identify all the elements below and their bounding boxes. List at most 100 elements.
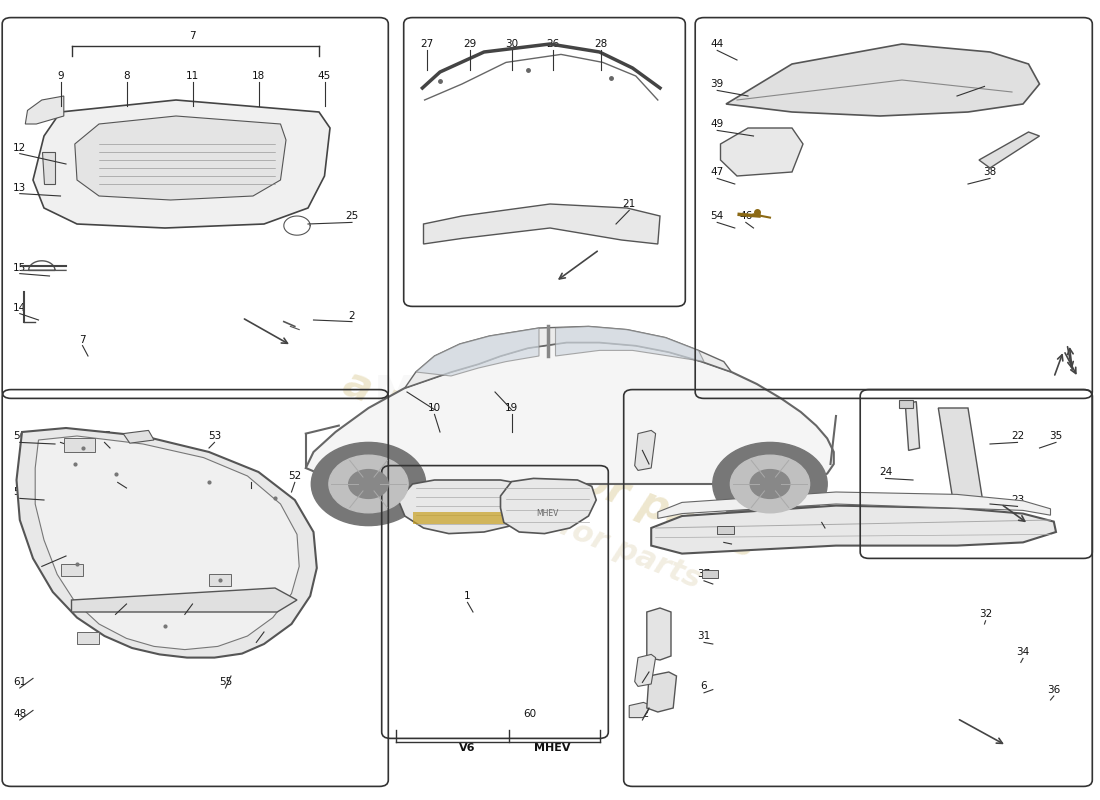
Text: 56: 56 — [13, 431, 26, 441]
Text: 7: 7 — [79, 335, 86, 345]
Circle shape — [349, 470, 388, 498]
Text: 61: 61 — [13, 677, 26, 686]
Text: a passion for parts: a passion for parts — [338, 362, 762, 566]
Text: 7: 7 — [189, 31, 196, 41]
Text: 9: 9 — [57, 71, 64, 81]
Text: 43: 43 — [178, 603, 191, 613]
Text: 25: 25 — [345, 211, 359, 221]
Text: 54: 54 — [711, 211, 724, 221]
Bar — [209, 574, 231, 586]
Polygon shape — [635, 654, 656, 686]
Polygon shape — [938, 408, 984, 512]
Text: 45: 45 — [318, 71, 331, 81]
Polygon shape — [35, 436, 299, 650]
Text: 60: 60 — [524, 709, 537, 718]
Text: 48: 48 — [13, 709, 26, 718]
Text: 12: 12 — [13, 143, 26, 153]
Text: 55: 55 — [98, 431, 111, 441]
Text: 49: 49 — [711, 119, 724, 129]
Bar — [412, 512, 517, 524]
Bar — [64, 438, 95, 452]
Text: 34: 34 — [1016, 647, 1030, 657]
Polygon shape — [424, 204, 660, 244]
Polygon shape — [500, 478, 596, 534]
Polygon shape — [405, 326, 732, 388]
Text: a passion for parts: a passion for parts — [395, 446, 705, 594]
Text: 5: 5 — [639, 439, 646, 449]
Text: 55: 55 — [219, 677, 232, 686]
Text: 52: 52 — [288, 471, 301, 481]
Polygon shape — [658, 492, 1050, 518]
Text: 22: 22 — [1011, 431, 1024, 441]
Text: 58: 58 — [35, 555, 48, 565]
Polygon shape — [651, 506, 1056, 554]
Text: 6: 6 — [701, 682, 707, 691]
Text: 46: 46 — [739, 211, 752, 221]
Bar — [717, 526, 734, 534]
Polygon shape — [635, 430, 656, 470]
Text: 30: 30 — [505, 39, 518, 49]
Polygon shape — [647, 672, 676, 712]
Text: 39: 39 — [711, 79, 724, 89]
Text: 51: 51 — [54, 431, 67, 441]
Text: 16: 16 — [791, 463, 804, 473]
Text: 18: 18 — [252, 71, 265, 81]
Text: 47: 47 — [711, 167, 724, 177]
Bar — [77, 632, 99, 644]
Text: 11: 11 — [186, 71, 199, 81]
Text: 2: 2 — [349, 311, 355, 321]
Polygon shape — [16, 428, 317, 658]
Text: 13: 13 — [13, 183, 26, 193]
Polygon shape — [416, 328, 539, 376]
Text: 33: 33 — [815, 511, 828, 521]
Text: 53: 53 — [208, 431, 221, 441]
Polygon shape — [905, 402, 920, 450]
Text: 23: 23 — [1011, 495, 1024, 505]
Text: 21: 21 — [623, 199, 636, 209]
Polygon shape — [398, 480, 534, 534]
Text: 26: 26 — [547, 39, 560, 49]
Text: 56: 56 — [244, 471, 257, 481]
Text: 57: 57 — [111, 471, 124, 481]
Bar — [702, 570, 718, 578]
Polygon shape — [979, 132, 1040, 168]
Text: 44: 44 — [711, 39, 724, 49]
Text: 29: 29 — [463, 39, 476, 49]
Polygon shape — [720, 128, 803, 176]
Text: 62: 62 — [636, 709, 649, 718]
Text: 37: 37 — [697, 570, 711, 579]
Polygon shape — [75, 116, 286, 200]
Text: 8: 8 — [123, 71, 130, 81]
Polygon shape — [629, 702, 651, 718]
Text: 38: 38 — [983, 167, 997, 177]
Text: MHEV: MHEV — [537, 509, 559, 518]
Text: 19: 19 — [505, 403, 518, 413]
Text: 40: 40 — [717, 531, 730, 541]
Polygon shape — [33, 100, 330, 228]
Text: 20: 20 — [109, 603, 122, 613]
Text: 59: 59 — [250, 631, 263, 641]
Circle shape — [329, 455, 408, 513]
Polygon shape — [726, 44, 1040, 116]
Text: 15: 15 — [13, 263, 26, 273]
Circle shape — [713, 442, 827, 526]
Text: MHEV: MHEV — [534, 743, 571, 753]
Text: 14: 14 — [13, 303, 26, 313]
Text: 32: 32 — [979, 610, 992, 619]
Text: 31: 31 — [697, 631, 711, 641]
Text: 42: 42 — [978, 75, 991, 85]
Bar — [60, 564, 82, 576]
Text: 28: 28 — [594, 39, 607, 49]
Polygon shape — [306, 342, 834, 484]
Text: MASERATI: MASERATI — [374, 374, 627, 418]
Bar — [899, 400, 913, 408]
Circle shape — [730, 455, 810, 513]
Polygon shape — [123, 430, 154, 443]
Text: 36: 36 — [1047, 685, 1060, 694]
Text: 24: 24 — [879, 467, 892, 477]
Circle shape — [311, 442, 426, 526]
Polygon shape — [25, 96, 64, 124]
Text: 41: 41 — [636, 671, 649, 681]
Polygon shape — [556, 326, 704, 362]
Polygon shape — [647, 608, 671, 660]
